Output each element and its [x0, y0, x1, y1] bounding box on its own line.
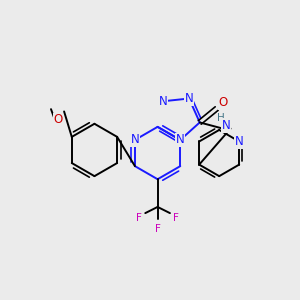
Text: N: N	[159, 95, 167, 108]
Text: O: O	[218, 96, 227, 109]
Text: N: N	[185, 92, 194, 105]
Text: N: N	[176, 134, 184, 146]
Text: F: F	[155, 224, 161, 233]
Text: N: N	[130, 134, 139, 146]
Text: N: N	[221, 119, 230, 132]
Text: N: N	[235, 135, 244, 148]
Text: F: F	[136, 213, 142, 223]
Text: H: H	[218, 113, 225, 123]
Text: O: O	[53, 113, 63, 126]
Text: F: F	[173, 213, 179, 223]
